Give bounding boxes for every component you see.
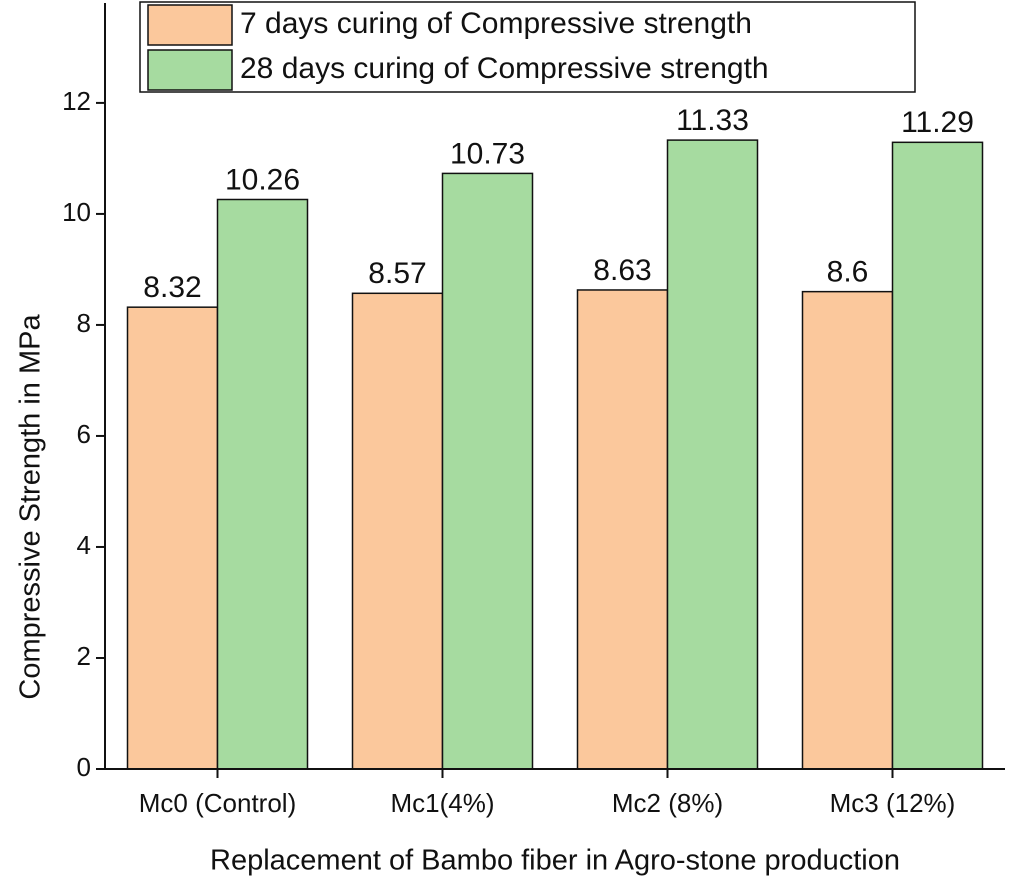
x-tick-label: Mc1(4%) (390, 788, 494, 818)
bar (666, 139, 759, 770)
legend-label: 28 days curing of Compressive strength (240, 52, 769, 85)
bar (891, 141, 984, 770)
x-tick-label: Mc2 (8%) (612, 788, 723, 818)
y-tick-label: 10 (62, 197, 91, 227)
legend-label: 7 days curing of Compressive strength (240, 7, 752, 40)
bar (576, 289, 669, 770)
value-label: 8.63 (593, 254, 651, 287)
value-label: 10.26 (225, 163, 300, 196)
bar (351, 292, 444, 770)
y-tick-label: 2 (77, 641, 91, 671)
y-tick-label: 0 (77, 752, 91, 782)
x-tick-label: Mc0 (Control) (139, 788, 296, 818)
y-axis-title: Compressive Strength in MPa (15, 314, 47, 700)
value-label: 8.32 (143, 271, 201, 304)
value-label: 8.57 (368, 257, 426, 290)
legend-box (139, 1, 916, 93)
y-tick-label: 8 (77, 308, 91, 338)
legend-swatch (147, 4, 233, 46)
bar (216, 198, 309, 770)
y-tick-label: 6 (77, 419, 91, 449)
y-tick-label: 4 (77, 530, 91, 560)
legend-swatch (147, 49, 233, 91)
value-label: 8.6 (827, 256, 869, 289)
value-label: 11.29 (901, 106, 974, 139)
bar (441, 172, 534, 770)
x-axis-title: Replacement of Bambo fiber in Agro-stone… (210, 845, 900, 877)
bar (801, 290, 894, 770)
y-tick-label: 12 (62, 86, 91, 116)
value-label: 11.33 (676, 104, 749, 137)
value-label: 10.73 (450, 137, 525, 170)
bar (126, 306, 219, 770)
x-tick-label: Mc3 (12%) (830, 788, 956, 818)
